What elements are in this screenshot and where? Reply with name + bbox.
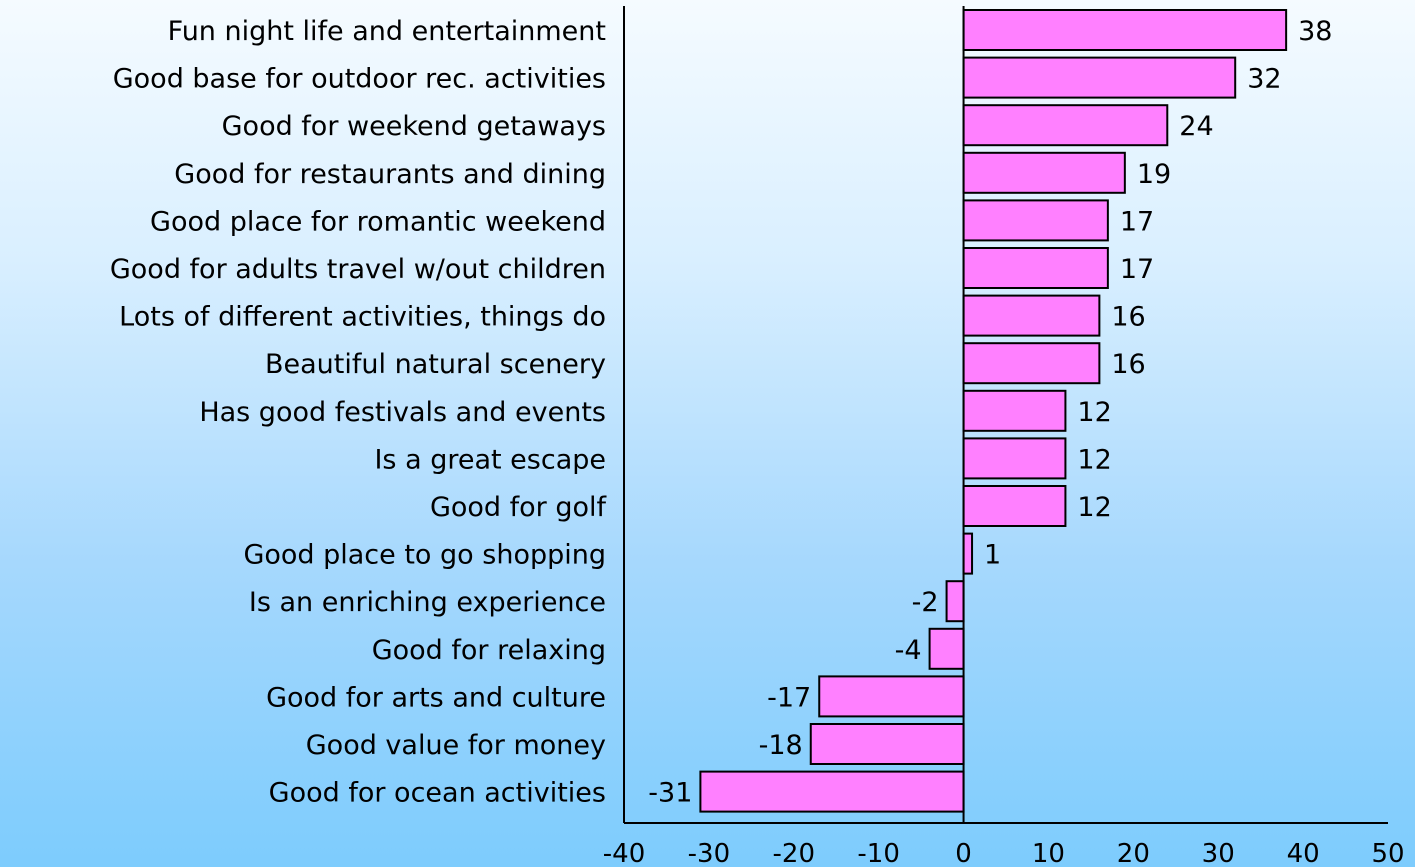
bar — [962, 294, 1101, 337]
category-label: Good place to go shopping — [243, 540, 606, 571]
value-label: 12 — [1077, 492, 1111, 523]
x-tick-label: -40 — [603, 839, 645, 867]
bar — [962, 485, 1067, 527]
category-label: Good for restaurants and dining — [174, 159, 606, 190]
bar — [962, 342, 1101, 385]
value-label: 12 — [1077, 444, 1111, 475]
bar — [945, 580, 965, 623]
bar — [962, 389, 1067, 432]
bar — [699, 770, 965, 813]
x-tick-label: -30 — [688, 839, 730, 867]
bar — [962, 199, 1109, 242]
category-label: Fun night life and entertainment — [168, 16, 606, 47]
bar — [962, 9, 1288, 51]
x-tick-label: -10 — [857, 839, 899, 867]
value-label: 16 — [1111, 349, 1145, 380]
bar — [962, 437, 1067, 480]
category-label: Good for ocean activities — [269, 778, 606, 809]
bar — [818, 675, 965, 718]
bar — [928, 627, 965, 670]
category-label: Good for adults travel w/out children — [110, 254, 606, 285]
x-tick-label: 50 — [1371, 839, 1404, 867]
value-label: 38 — [1298, 16, 1332, 47]
x-tick-label: 20 — [1117, 839, 1150, 867]
category-label: Good for golf — [430, 492, 608, 523]
x-tick-label: 10 — [1032, 839, 1065, 867]
category-label: Good place for romantic weekend — [150, 206, 606, 237]
category-labels: Fun night life and entertainment Good bas… — [110, 16, 608, 809]
bar — [809, 723, 965, 765]
x-tick-label: 40 — [1287, 839, 1320, 867]
value-label: -31 — [648, 778, 692, 809]
bar — [962, 104, 1169, 147]
category-label: Beautiful natural scenery — [265, 349, 606, 380]
category-label: Is an enriching experience — [249, 587, 606, 618]
value-label: 12 — [1077, 397, 1111, 428]
category-label: Lots of different activities, things do — [119, 302, 606, 333]
value-label: -17 — [767, 682, 811, 713]
value-label: 19 — [1137, 159, 1171, 190]
category-label: Is a great escape — [374, 444, 606, 475]
x-tick-labels: -40 -30 -20 -10 0 10 20 30 40 50 — [603, 839, 1405, 867]
x-tick-label: -20 — [773, 839, 815, 867]
category-label: Good for arts and culture — [266, 682, 606, 713]
value-label: 17 — [1120, 206, 1154, 237]
value-label: 32 — [1247, 64, 1281, 95]
value-label: 17 — [1120, 254, 1154, 285]
value-label: -18 — [759, 730, 803, 761]
value-label: 1 — [984, 540, 1001, 571]
category-label: Good base for outdoor rec. activities — [113, 64, 606, 95]
value-label: -2 — [912, 587, 939, 618]
bar — [962, 151, 1126, 194]
bar — [962, 532, 974, 575]
value-label: 24 — [1179, 111, 1213, 142]
x-tick-label: 0 — [955, 839, 972, 867]
category-label: Has good festivals and events — [199, 397, 606, 428]
bar — [962, 247, 1109, 289]
category-label: Good for relaxing — [372, 635, 606, 666]
category-label: Good value for money — [306, 730, 606, 761]
value-label: 16 — [1111, 302, 1145, 333]
value-label: -4 — [895, 635, 922, 666]
category-label: Good for weekend getaways — [222, 111, 606, 142]
bars — [699, 9, 1288, 813]
x-tick-label: 30 — [1202, 839, 1235, 867]
bar — [962, 56, 1237, 99]
